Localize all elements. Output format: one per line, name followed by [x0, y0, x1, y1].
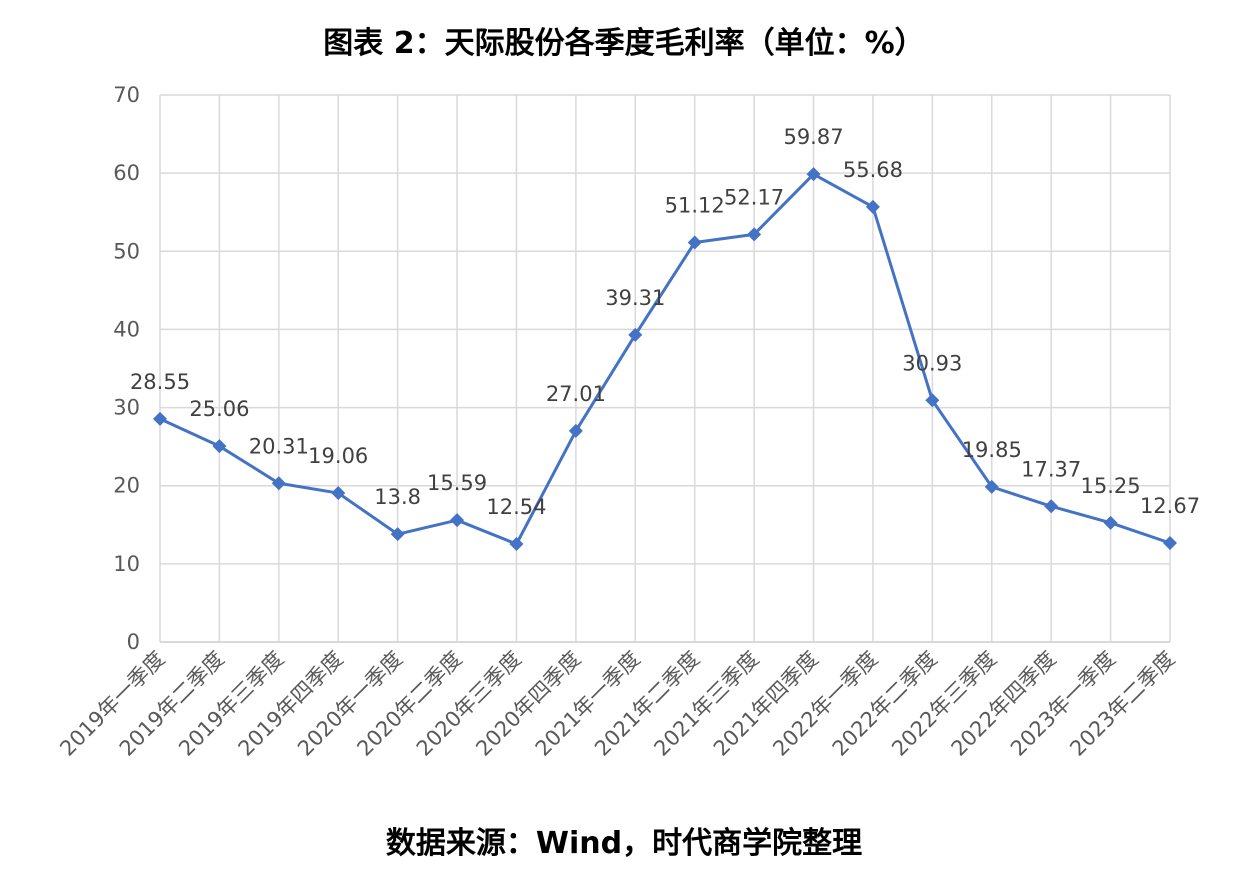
x-tick-label: 2020年一季度 — [293, 647, 407, 761]
data-point-marker — [687, 235, 702, 250]
data-label: 59.87 — [783, 125, 843, 149]
data-point-marker — [271, 476, 286, 491]
data-label: 28.55 — [130, 370, 190, 394]
x-tick-label: 2023年一季度 — [1006, 647, 1120, 761]
data-label: 15.25 — [1081, 474, 1141, 498]
data-point-marker — [331, 486, 346, 501]
data-point-marker — [806, 167, 821, 182]
y-tick-label: 50 — [113, 239, 140, 263]
data-point-marker — [450, 513, 465, 528]
data-point-marker — [747, 227, 762, 242]
y-tick-label: 10 — [113, 552, 140, 576]
gridlines — [159, 94, 1171, 643]
data-point-marker — [1044, 499, 1059, 514]
x-tick-label: 2022年二季度 — [828, 647, 942, 761]
x-tick-label: 2019年一季度 — [55, 647, 169, 761]
data-point-marker — [509, 537, 524, 552]
x-tick-label: 2021年三季度 — [649, 647, 763, 761]
x-tick-label: 2022年一季度 — [768, 647, 882, 761]
x-tick-label: 2023年二季度 — [1065, 647, 1179, 761]
data-label: 19.85 — [962, 438, 1022, 462]
data-point-marker — [390, 527, 405, 542]
x-tick-label: 2019年三季度 — [174, 647, 288, 761]
data-point-marker — [1163, 535, 1177, 550]
x-axis-ticks: 2019年一季度2019年二季度2019年三季度2019年四季度2020年一季度… — [55, 647, 1179, 761]
x-tick-label: 2021年一季度 — [531, 647, 645, 761]
data-point-marker — [865, 199, 880, 214]
y-tick-label: 20 — [113, 474, 140, 498]
data-label: 39.31 — [605, 286, 665, 310]
data-label: 12.67 — [1140, 494, 1200, 518]
data-label: 52.17 — [724, 185, 784, 209]
y-axis-ticks: 0 10 20 30 40 50 60 70 — [113, 83, 140, 654]
data-point-marker — [628, 327, 643, 342]
x-tick-label: 2019年四季度 — [234, 647, 348, 761]
x-tick-label: 2021年四季度 — [709, 647, 823, 761]
x-tick-label: 2021年二季度 — [590, 647, 704, 761]
data-label: 20.31 — [249, 434, 309, 458]
y-tick-label: 60 — [113, 161, 140, 185]
series-line — [159, 172, 1171, 546]
x-tick-label: 2019年二季度 — [115, 647, 229, 761]
data-label: 51.12 — [665, 194, 725, 218]
x-tick-label: 2022年四季度 — [947, 647, 1061, 761]
data-label: 30.93 — [902, 351, 962, 375]
data-label: 12.54 — [486, 495, 546, 519]
y-tick-label: 30 — [113, 396, 140, 420]
data-point-marker — [925, 393, 940, 408]
data-label: 17.37 — [1021, 457, 1081, 481]
data-point-marker — [568, 423, 583, 438]
x-tick-label: 2020年四季度 — [471, 647, 585, 761]
y-tick-label: 70 — [113, 83, 140, 107]
data-point-marker — [153, 411, 167, 426]
x-tick-label: 2020年二季度 — [352, 647, 466, 761]
data-label: 19.06 — [308, 444, 368, 468]
data-label: 13.8 — [374, 485, 421, 509]
data-point-marker — [984, 479, 999, 494]
data-label: 15.59 — [427, 471, 487, 495]
x-tick-label: 2022年三季度 — [887, 647, 1001, 761]
x-tick-label: 2020年三季度 — [412, 647, 526, 761]
data-point-marker — [212, 439, 227, 454]
data-point-marker — [1103, 515, 1118, 530]
data-label: 55.68 — [843, 158, 903, 182]
source-note: 数据来源：Wind，时代商学院整理 — [385, 826, 863, 861]
series-gross-margin — [153, 167, 1177, 552]
y-tick-label: 0 — [127, 630, 140, 654]
chart-title: 图表 2：天际股份各季度毛利率（单位：%） — [323, 26, 925, 61]
data-label: 25.06 — [189, 397, 249, 421]
data-label: 27.01 — [546, 382, 606, 406]
y-tick-label: 40 — [113, 317, 140, 341]
